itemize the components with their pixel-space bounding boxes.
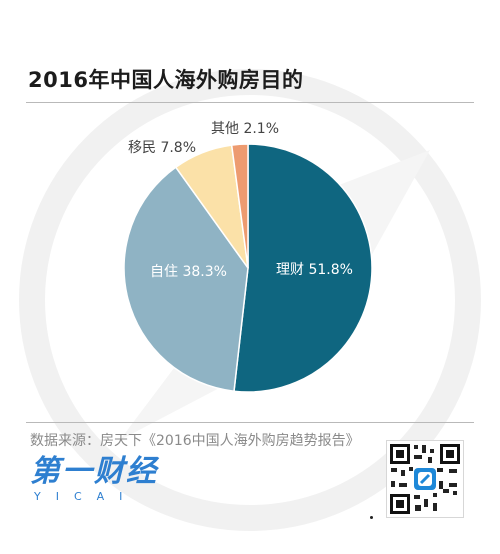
pie-label-1: 自住 38.3% xyxy=(150,264,227,280)
pie-label-2: 移民 7.8% xyxy=(128,140,196,156)
yicai-logo: 第一财经 YICAI xyxy=(30,452,158,503)
pie-label-3: 其他 2.1% xyxy=(211,121,279,137)
pie-slice-1 xyxy=(123,166,249,393)
top-divider xyxy=(26,102,474,103)
data-source: 数据来源：房天下《2016中国人海外购房趋势报告》 xyxy=(30,433,360,449)
page-title: 2016年中国人海外购房目的 xyxy=(28,68,304,92)
qr-code-icon xyxy=(386,440,464,518)
logo-main-text: 第一财经 xyxy=(30,454,158,489)
decor-dot xyxy=(370,516,373,519)
pie-label-0: 理财 51.8% xyxy=(276,262,353,278)
bottom-divider xyxy=(26,422,474,423)
logo-sub-text: YICAI xyxy=(34,490,138,503)
pie-slice-0 xyxy=(233,143,373,393)
pie-slice-3 xyxy=(230,143,249,269)
